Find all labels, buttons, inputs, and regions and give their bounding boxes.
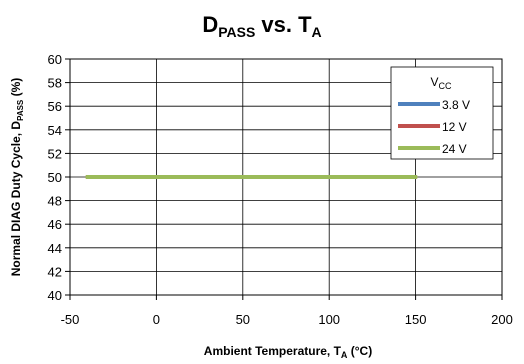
x-tick-labels: -50 0 50 100 150 200: [61, 312, 513, 327]
x-tick-marks: [69, 295, 503, 300]
y-tick-label: 52: [48, 146, 62, 161]
x-axis-label-suffix: (°C): [347, 344, 372, 358]
y-tick-marks: [65, 58, 70, 296]
x-tick-label: 150: [405, 312, 427, 327]
title-mid-subscript: A: [312, 24, 322, 40]
y-tick-label: 50: [48, 170, 62, 185]
chart-title: DPASS vs. TA: [202, 12, 321, 40]
legend-title-main: V: [430, 75, 438, 89]
y-tick-label: 44: [48, 241, 62, 256]
legend-label-3-8-v: 3.8 V: [442, 98, 470, 112]
y-tick-label: 46: [48, 217, 62, 232]
y-axis-label-main: Normal DIAG Duty Cycle, D: [9, 121, 23, 277]
y-tick-label: 40: [48, 288, 62, 303]
legend-entries: 3.8 V 12 V 24 V: [398, 98, 470, 156]
y-tick-labels: 40 42 44 46 48 50 52 54 56 58 60: [48, 52, 62, 303]
y-tick-label: 54: [48, 123, 62, 138]
legend: VCC 3.8 V 12 V 24 V: [390, 66, 494, 160]
x-axis-label: Ambient Temperature, TA (°C): [204, 344, 372, 360]
x-tick-label: 50: [236, 312, 250, 327]
legend-title-subscript: CC: [439, 81, 452, 91]
y-axis-label: Normal DIAG Duty Cycle, DPASS (%): [9, 78, 25, 277]
x-tick-label: -50: [61, 312, 80, 327]
x-tick-label: 100: [318, 312, 340, 327]
x-axis-label-subscript: A: [341, 350, 348, 360]
y-tick-label: 56: [48, 99, 62, 114]
title-mid: vs. T: [255, 12, 312, 37]
legend-label-24-v: 24 V: [442, 142, 467, 156]
y-tick-label: 42: [48, 264, 62, 279]
title-main: D: [202, 12, 218, 37]
legend-label-12-v: 12 V: [442, 120, 467, 134]
title-main-subscript: PASS: [218, 24, 255, 40]
legend-title: VCC: [430, 75, 452, 91]
x-tick-label: 200: [491, 312, 513, 327]
legend-box: [390, 66, 494, 160]
y-tick-label: 60: [48, 52, 62, 67]
x-axis-label-main: Ambient Temperature, T: [204, 344, 342, 358]
y-axis-label-subscript: PASS: [16, 99, 25, 121]
y-tick-label: 48: [48, 194, 62, 209]
x-tick-label: 0: [153, 312, 160, 327]
y-axis-label-suffix: (%): [9, 78, 23, 100]
y-tick-label: 58: [48, 76, 62, 91]
